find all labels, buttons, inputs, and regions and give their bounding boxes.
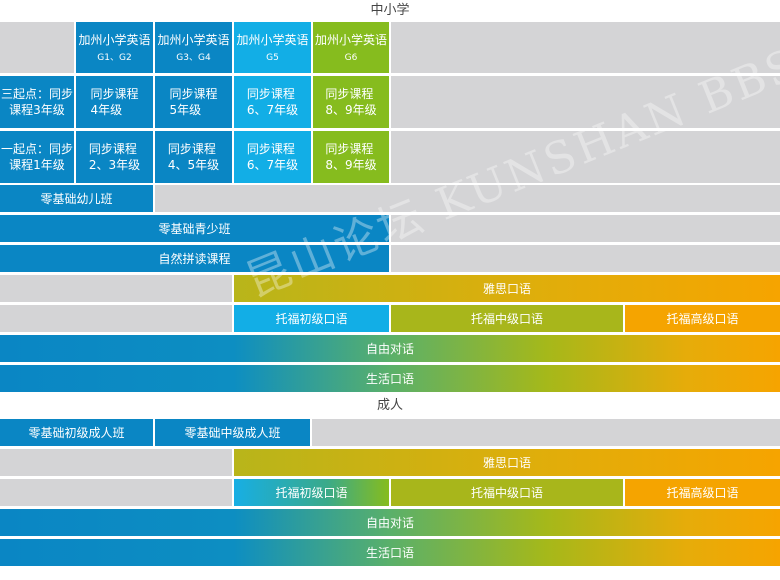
course-cell: 同步课程 8、9年级 (313, 76, 389, 128)
adult-basic-bar: 零基础初级成人班 (0, 419, 153, 446)
header-filler (391, 22, 780, 73)
phonics-bar: 自然拼读课程 (0, 245, 389, 272)
course-name: 同步课程 (246, 87, 295, 101)
course-grade: 4年级 (90, 103, 123, 117)
header-grades: G1、G2 (97, 52, 132, 63)
course-grade: 6、7年级 (246, 158, 299, 172)
row-filler (155, 185, 780, 212)
adult-life-bar: 生活口语 (0, 539, 780, 566)
row-one-label: 一起点：同步 课程1年级 (0, 131, 74, 183)
adult-toefl-adv-bar: 托福高级口语 (625, 479, 780, 506)
kindergarten-bar: 零基础幼儿班 (0, 185, 153, 212)
course-name: 同步课程 (169, 87, 218, 101)
course-grade: 2、3年级 (88, 158, 141, 172)
header-title: 加州小学英语 (78, 32, 151, 47)
course-name: 同步课程 (167, 142, 216, 156)
header-empty (0, 22, 74, 73)
row-filler (391, 215, 780, 242)
youth-bar: 零基础青少班 (0, 215, 389, 242)
header-g5: 加州小学英语 G5 (234, 22, 311, 73)
ielts-bar: 雅思口语 (234, 275, 780, 302)
row-filler (391, 76, 780, 128)
row-filler (0, 305, 232, 332)
course-cell: 同步课程 2、3年级 (76, 131, 153, 183)
section-title-adult: 成人 (376, 398, 403, 413)
adult-ielts-bar: 雅思口语 (234, 449, 780, 476)
row-label-line: 课程1年级 (9, 158, 65, 172)
row-filler (0, 275, 232, 302)
toefl-mid-bar: 托福中级口语 (391, 305, 623, 332)
header-title: 加州小学英语 (314, 32, 387, 47)
course-cell: 同步课程 4年级 (76, 76, 153, 128)
row-label-line: 三起点：同步 (0, 87, 73, 101)
course-name: 同步课程 (325, 87, 374, 101)
course-cell: 同步课程 4、5年级 (155, 131, 232, 183)
row-filler (0, 479, 232, 506)
row-filler (391, 245, 780, 272)
course-cell: 同步课程 6、7年级 (234, 131, 311, 183)
adult-toefl-basic-bar: 托福初级口语 (234, 479, 389, 506)
header-title: 加州小学英语 (157, 32, 230, 47)
course-grade: 4、5年级 (167, 158, 220, 172)
course-cell: 同步课程 5年级 (155, 76, 232, 128)
adult-free-talk-bar: 自由对话 (0, 509, 780, 536)
course-grade: 5年级 (169, 103, 202, 117)
life-bar: 生活口语 (0, 365, 780, 392)
course-grade: 6、7年级 (246, 103, 299, 117)
row-label-line: 课程3年级 (9, 103, 65, 117)
header-title: 加州小学英语 (236, 32, 309, 47)
course-cell: 同步课程 6、7年级 (234, 76, 311, 128)
course-name: 同步课程 (88, 142, 137, 156)
header-g6: 加州小学英语 G6 (313, 22, 389, 73)
toefl-basic-bar: 托福初级口语 (234, 305, 389, 332)
course-name: 同步课程 (325, 142, 374, 156)
header-grades: G3、G4 (176, 52, 211, 63)
toefl-adv-bar: 托福高级口语 (625, 305, 780, 332)
header-g1g2: 加州小学英语 G1、G2 (76, 22, 153, 73)
free-talk-bar: 自由对话 (0, 335, 780, 362)
course-grade: 8、9年级 (325, 158, 377, 172)
adult-toefl-mid-bar: 托福中级口语 (391, 479, 623, 506)
course-cell: 同步课程 8、9年级 (313, 131, 389, 183)
row-label-line: 一起点：同步 (0, 142, 73, 156)
header-grades: G6 (344, 52, 358, 63)
header-grades: G5 (266, 52, 279, 63)
row-filler (391, 131, 780, 183)
row-three-label: 三起点：同步 课程3年级 (0, 76, 74, 128)
header-g3g4: 加州小学英语 G3、G4 (155, 22, 232, 73)
course-name: 同步课程 (246, 142, 295, 156)
course-grade: 8、9年级 (325, 103, 377, 117)
adult-mid-bar: 零基础中级成人班 (155, 419, 310, 446)
row-filler (312, 419, 780, 446)
section-title-primary: 中小学 (370, 3, 410, 18)
row-filler (0, 449, 232, 476)
course-name: 同步课程 (90, 87, 139, 101)
